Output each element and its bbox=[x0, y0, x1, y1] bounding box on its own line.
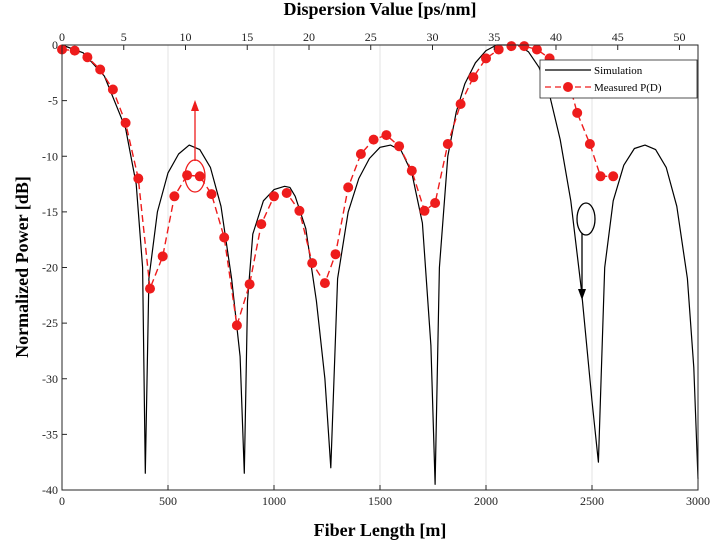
x2-tick-label: 35 bbox=[488, 30, 500, 44]
measured-point bbox=[319, 278, 330, 289]
measured-point bbox=[107, 84, 118, 95]
measured-point bbox=[531, 44, 542, 55]
measured-point bbox=[381, 130, 392, 141]
x2-tick-label: 30 bbox=[426, 30, 438, 44]
measured-point bbox=[244, 279, 255, 290]
x2-tick-label: 40 bbox=[550, 30, 562, 44]
measured-point bbox=[355, 149, 366, 159]
annotation-circle-simulation bbox=[576, 202, 596, 236]
measured-point bbox=[406, 165, 417, 176]
y-tick-label: -30 bbox=[42, 372, 58, 386]
y-tick-label: -15 bbox=[42, 205, 58, 219]
simulation-line bbox=[61, 44, 699, 485]
series-simulation bbox=[61, 44, 699, 485]
x-tick-label: 3000 bbox=[686, 494, 710, 508]
y-tick-label: -25 bbox=[42, 316, 58, 330]
measured-point bbox=[307, 258, 318, 269]
legend-measured-marker bbox=[563, 82, 573, 92]
measured-point bbox=[481, 53, 491, 64]
x2-tick-label: 15 bbox=[241, 30, 253, 44]
measured-point bbox=[584, 139, 595, 149]
measured-point bbox=[182, 170, 193, 181]
measured-line bbox=[61, 45, 614, 326]
measured-point bbox=[368, 134, 379, 145]
measured-point bbox=[330, 249, 341, 260]
measured-point bbox=[455, 99, 466, 109]
x-tick-label: 2000 bbox=[474, 494, 498, 508]
y-tick-label: -20 bbox=[42, 261, 58, 275]
x-tick-label: 2500 bbox=[580, 494, 604, 508]
legend-box bbox=[539, 59, 698, 99]
series-measured bbox=[57, 41, 619, 331]
x2-tick-label: 20 bbox=[303, 30, 315, 44]
y-tick-label: -10 bbox=[42, 149, 58, 163]
measured-point bbox=[145, 283, 155, 294]
measured-point bbox=[95, 64, 106, 75]
x2-tick-label: 25 bbox=[365, 30, 377, 44]
measured-point bbox=[82, 52, 93, 63]
annotations bbox=[184, 100, 596, 300]
x2-tick-label: 45 bbox=[612, 30, 624, 44]
y-tick-label: 0 bbox=[52, 38, 58, 52]
measured-point bbox=[133, 173, 144, 184]
measured-point bbox=[256, 219, 267, 230]
measured-point bbox=[294, 205, 305, 216]
measured-point bbox=[506, 41, 517, 52]
x-tick-label: 1000 bbox=[262, 494, 286, 508]
legend-simulation-label: Simulation bbox=[594, 65, 643, 77]
measured-point bbox=[394, 141, 405, 152]
measured-point bbox=[219, 232, 230, 243]
x-tick-label: 500 bbox=[159, 494, 177, 508]
measured-point bbox=[430, 198, 441, 208]
measured-point bbox=[608, 171, 619, 182]
measured-point bbox=[343, 182, 354, 193]
measured-point bbox=[231, 320, 242, 331]
x-axis-title: Fiber Length [m] bbox=[314, 520, 447, 540]
measured-point bbox=[442, 139, 453, 149]
measured-point bbox=[269, 191, 279, 202]
y-tick-label: -35 bbox=[42, 427, 58, 441]
x2-tick-label: 0 bbox=[59, 30, 65, 44]
y-axis-title: Normalized Power [dB] bbox=[12, 176, 32, 358]
measured-point bbox=[281, 188, 292, 198]
measured-point bbox=[468, 72, 479, 83]
measured-point bbox=[595, 171, 606, 182]
measured-point bbox=[519, 41, 530, 52]
measured-point bbox=[120, 117, 131, 128]
ticks: 0 500 1000 1500 2000 2500 30000-5-10-15-20-25-… bbox=[42, 30, 710, 508]
x2-tick-label: 50 bbox=[673, 30, 685, 44]
annotation-arrowhead-up-icon bbox=[191, 100, 199, 111]
measured-point bbox=[169, 191, 180, 202]
x-tick-label: 1500 bbox=[368, 494, 392, 508]
grid bbox=[167, 45, 593, 490]
measured-point bbox=[419, 205, 430, 216]
measured-point bbox=[572, 107, 583, 118]
x-tick-label: 0 bbox=[59, 494, 65, 508]
top-axis-title: Dispersion Value [ps/nm] bbox=[283, 0, 476, 19]
annotation-arrowhead-down-icon bbox=[578, 289, 586, 300]
y-tick-label: -5 bbox=[48, 94, 58, 108]
measured-point bbox=[194, 171, 205, 182]
x2-tick-label: 10 bbox=[179, 30, 191, 44]
measured-point bbox=[206, 189, 217, 200]
legend-measured-label: Measured P(D) bbox=[594, 82, 662, 94]
legend: Simulation Measured P(D) bbox=[539, 59, 698, 99]
measured-point bbox=[157, 251, 168, 262]
measured-point bbox=[69, 45, 80, 56]
x2-tick-label: 5 bbox=[121, 30, 127, 44]
y-tick-label: -40 bbox=[42, 483, 58, 497]
measured-point bbox=[493, 44, 504, 55]
